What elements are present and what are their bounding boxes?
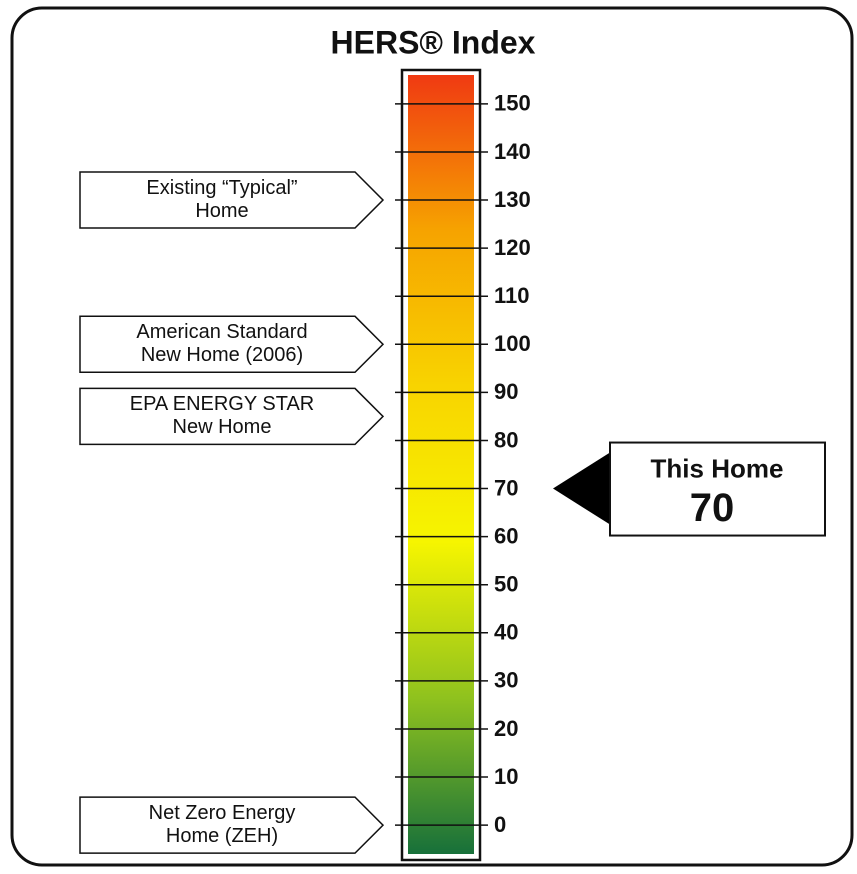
scale-bar bbox=[408, 75, 474, 854]
marker-label: Home (ZEH) bbox=[166, 825, 278, 847]
y-tick-label: 30 bbox=[494, 668, 518, 693]
y-tick-label: 150 bbox=[494, 91, 531, 116]
y-tick-label: 80 bbox=[494, 427, 518, 452]
marker-label: New Home bbox=[173, 416, 272, 438]
marker-label: Home bbox=[195, 200, 248, 222]
marker-arrow bbox=[79, 171, 385, 229]
marker-arrow bbox=[79, 315, 385, 374]
y-tick-label: 50 bbox=[494, 572, 518, 597]
y-tick-label: 100 bbox=[494, 331, 531, 356]
y-tick-label: 70 bbox=[494, 475, 518, 500]
y-tick-label: 110 bbox=[494, 283, 530, 308]
y-tick-label: 120 bbox=[494, 235, 531, 260]
marker-label: New Home (2006) bbox=[141, 344, 303, 366]
marker-label: EPA ENERGY STAR bbox=[130, 393, 315, 415]
y-tick-label: 40 bbox=[494, 620, 518, 645]
pointer-label: This Home bbox=[651, 453, 784, 483]
pointer-box bbox=[609, 441, 826, 537]
y-tick-label: 130 bbox=[494, 187, 531, 212]
y-tick-label: 140 bbox=[494, 139, 531, 164]
chart-title: HERS® Index bbox=[331, 24, 536, 60]
y-tick-label: 0 bbox=[494, 812, 506, 837]
marker-label: Existing “Typical” bbox=[146, 177, 297, 199]
y-tick-label: 60 bbox=[494, 523, 518, 548]
pointer-value: 70 bbox=[690, 486, 735, 530]
marker-label: American Standard bbox=[136, 321, 307, 343]
marker-arrow bbox=[79, 387, 385, 446]
y-tick-label: 10 bbox=[494, 764, 518, 789]
pointer-arrow bbox=[553, 452, 610, 525]
marker-arrow bbox=[79, 796, 385, 854]
y-tick-label: 90 bbox=[494, 379, 518, 404]
y-tick-label: 20 bbox=[494, 716, 518, 741]
marker-label: Net Zero Energy bbox=[149, 802, 296, 824]
